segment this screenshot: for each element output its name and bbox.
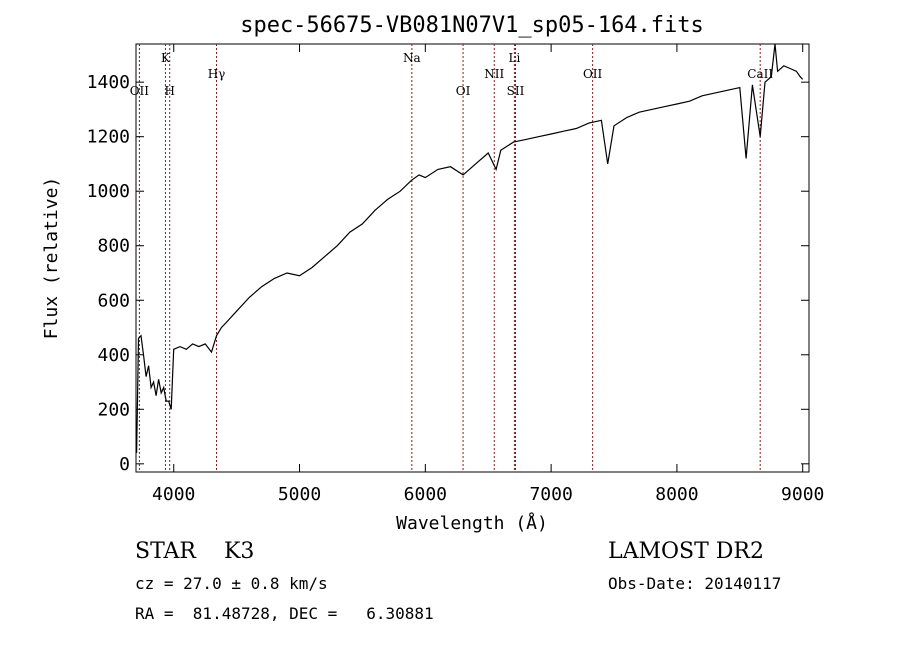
x-tick-label: 4000	[152, 484, 195, 505]
y-tick-label: 0	[119, 454, 130, 475]
spectral-line-label: SII	[507, 84, 525, 98]
spectral-line-label: H	[164, 84, 174, 98]
spectral-line-label: CaII	[747, 67, 773, 81]
x-tick-label: 8000	[655, 484, 698, 505]
plot-frame	[135, 43, 810, 473]
x-tick-label: 5000	[278, 484, 321, 505]
spectrum-line	[136, 43, 804, 453]
x-axis-label: Wavelength (Å)	[396, 512, 548, 534]
spectral-line-label: OII	[130, 84, 150, 98]
spectral-line-label: Hγ	[208, 67, 226, 81]
spectral-line-label: K	[161, 51, 171, 65]
x-tick-label: 7000	[529, 484, 572, 505]
y-tick-label: 1200	[87, 127, 130, 148]
chart-title: spec-56675-VB081N07V1_sp05-164.fits	[240, 13, 704, 38]
x-tick-label: 6000	[404, 484, 447, 505]
y-tick-label: 400	[97, 345, 130, 366]
y-tick-label: 200	[97, 399, 130, 420]
x-tick-label: 9000	[781, 484, 824, 505]
spectral-line-label: OII	[583, 67, 603, 81]
classification-label: STAR K3	[135, 539, 255, 564]
survey-label: LAMOST DR2	[608, 539, 764, 564]
y-tick-label: 1400	[87, 72, 130, 93]
y-tick-label: 1000	[87, 181, 130, 202]
spectral-line-label: Li	[508, 51, 520, 65]
redshift-label: cz = 27.0 ± 0.8 km/s	[135, 574, 328, 593]
y-axis-label: Flux (relative)	[41, 177, 62, 340]
axis-ticks: 4000 5000 6000 7000 8000 9000 0 200 400 600 800 100…	[87, 44, 824, 505]
spectral-line-markers: OII K H Hγ Na OI NII Li SII OII CaII	[130, 44, 773, 472]
spectral-line-label: NII	[484, 67, 504, 81]
spectral-line-label: Na	[403, 51, 421, 65]
y-tick-label: 800	[97, 236, 130, 257]
obs-date-label: Obs-Date: 20140117	[608, 574, 782, 593]
coordinates-label: RA = 81.48728, DEC = 6.30881	[135, 604, 434, 623]
y-tick-label: 600	[97, 290, 130, 311]
spectral-line-label: OI	[456, 84, 471, 98]
